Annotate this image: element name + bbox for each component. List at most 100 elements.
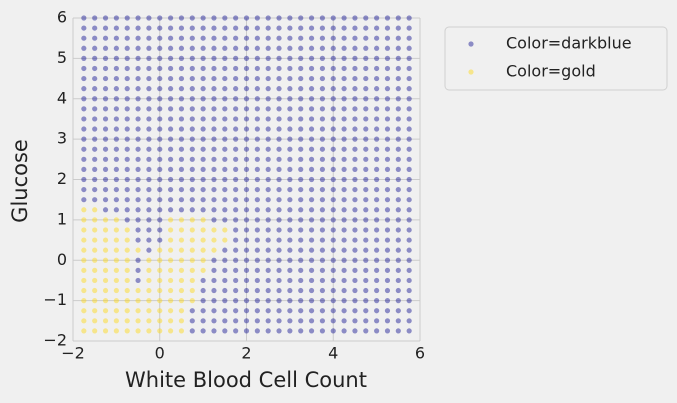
scatter-point	[178, 96, 185, 102]
scatter-point	[363, 116, 369, 122]
scatter-point	[341, 267, 347, 273]
scatter-point	[211, 55, 217, 61]
scatter-point	[330, 86, 336, 92]
scatter-point	[81, 35, 87, 41]
scatter-point	[178, 247, 185, 253]
scatter-point	[102, 35, 109, 41]
scatter-point	[352, 197, 358, 203]
scatter-point	[211, 186, 217, 193]
scatter-point	[384, 35, 391, 41]
scatter-point	[102, 197, 109, 203]
scatter-point	[363, 75, 369, 82]
scatter-point	[374, 267, 380, 273]
scatter-point	[287, 136, 293, 142]
scatter-point	[319, 156, 326, 162]
scatter-point	[233, 287, 239, 294]
scatter-point	[374, 227, 380, 233]
scatter-point	[211, 217, 217, 223]
scatter-point	[211, 247, 217, 253]
scatter-point	[341, 35, 347, 41]
scatter-point	[102, 298, 109, 304]
scatter-point	[341, 176, 347, 183]
scatter-point	[211, 308, 217, 314]
scatter-point	[308, 136, 315, 142]
scatter-point	[374, 237, 380, 243]
scatter-point	[167, 106, 174, 112]
scatter-point	[287, 15, 293, 21]
scatter-point	[330, 75, 336, 82]
scatter-point	[341, 55, 347, 61]
scatter-point	[157, 106, 163, 112]
scatter-point	[189, 257, 195, 263]
scatter-point	[254, 45, 260, 51]
scatter-point	[92, 186, 98, 193]
scatter-point	[189, 126, 195, 132]
scatter-point	[200, 217, 206, 223]
scatter-point	[298, 15, 304, 21]
scatter-point	[113, 116, 119, 122]
scatter-point	[124, 186, 130, 193]
scatter-point	[287, 86, 293, 92]
scatter-point	[135, 237, 141, 243]
scatter-point	[222, 126, 228, 132]
scatter-point	[189, 25, 195, 31]
scatter-point	[330, 267, 336, 273]
scatter-point	[276, 55, 282, 61]
scatter-point	[406, 116, 412, 122]
scatter-point	[287, 308, 293, 314]
scatter-point	[265, 217, 271, 223]
scatter-point	[167, 116, 174, 122]
scatter-point	[113, 156, 119, 162]
scatter-point	[113, 217, 119, 223]
scatter-point	[167, 318, 174, 324]
scatter-point	[363, 328, 369, 334]
scatter-point	[92, 65, 98, 72]
scatter-point	[178, 45, 185, 51]
scatter-point	[265, 277, 271, 284]
scatter-point	[330, 146, 336, 152]
scatter-point	[211, 166, 217, 173]
scatter-point	[200, 308, 206, 314]
scatter-point	[189, 237, 195, 243]
scatter-point	[178, 176, 185, 183]
scatter-point	[167, 65, 174, 72]
scatter-point	[124, 156, 130, 162]
scatter-point	[363, 156, 369, 162]
scatter-point	[102, 146, 109, 152]
scatter-point	[146, 166, 152, 173]
scatter-point	[81, 298, 87, 304]
scatter-point	[146, 25, 152, 31]
scatter-point	[319, 45, 326, 51]
scatter-point	[384, 257, 391, 263]
scatter-point	[319, 116, 326, 122]
scatter-point	[319, 86, 326, 92]
scatter-point	[254, 15, 260, 21]
scatter-point	[330, 207, 336, 213]
scatter-point	[211, 257, 217, 263]
scatter-point	[81, 257, 87, 263]
scatter-point	[374, 126, 380, 132]
scatter-point	[384, 86, 391, 92]
scatter-point	[352, 15, 358, 21]
scatter-point	[352, 257, 358, 263]
scatter-point	[406, 237, 412, 243]
scatter-point	[406, 96, 412, 102]
scatter-point	[319, 217, 326, 223]
scatter-point	[395, 176, 401, 183]
scatter-point	[276, 247, 282, 253]
scatter-point	[222, 308, 228, 314]
scatter-point	[319, 257, 326, 263]
scatter-point	[146, 116, 152, 122]
scatter-point	[363, 25, 369, 31]
scatter-point	[92, 207, 98, 213]
scatter-point	[146, 156, 152, 162]
scatter-point	[352, 227, 358, 233]
scatter-point	[319, 328, 326, 334]
scatter-point	[211, 328, 217, 334]
scatter-point	[352, 176, 358, 183]
scatter-point	[243, 298, 250, 304]
scatter-point	[265, 55, 271, 61]
scatter-point	[341, 186, 347, 193]
scatter-point	[265, 86, 271, 92]
scatter-point	[81, 15, 87, 21]
